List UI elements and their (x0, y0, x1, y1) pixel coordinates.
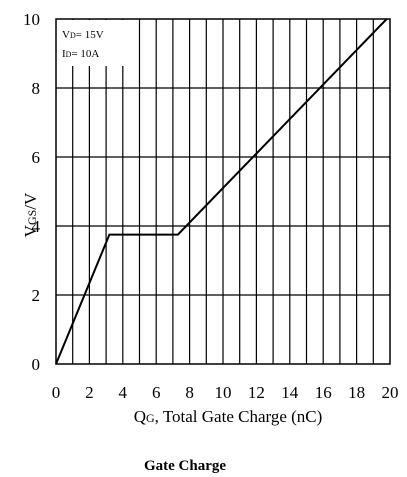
grid-lines (56, 19, 390, 364)
gate-charge-curve (55, 18, 388, 365)
y-tick-label: 0 (32, 355, 41, 374)
condition-id: ID= 10A (62, 48, 99, 60)
condition-vd: VD= 15V (62, 29, 104, 41)
y-tick-label: 8 (32, 79, 41, 98)
x-tick-label: 2 (85, 383, 94, 402)
y-tick-label: 6 (32, 148, 41, 167)
x-tick-label: 16 (315, 383, 332, 402)
x-tick-label: 10 (215, 383, 232, 402)
x-tick-label: 6 (152, 383, 161, 402)
x-axis-label: QG, Total Gate Charge (nC) (134, 407, 323, 426)
x-tick-label: 4 (119, 383, 128, 402)
x-tick-label: 8 (185, 383, 194, 402)
x-tick-label: 12 (248, 383, 265, 402)
x-tick-label: 18 (348, 383, 365, 402)
conditions-box (57, 20, 130, 66)
x-tick-label: 0 (52, 383, 61, 402)
x-tick-label: 14 (281, 383, 299, 402)
y-tick-label: 10 (23, 10, 40, 29)
tick-labels: 0 2 4 6 8 10 12 14 16 18 20 0 2 4 6 8 10 (23, 10, 399, 402)
y-axis-label: VGS/V (21, 192, 40, 237)
chart-title: Gate Charge (144, 458, 226, 474)
y-tick-label: 4 (32, 217, 41, 236)
y-tick-label: 2 (32, 286, 41, 305)
x-tick-label: 20 (382, 383, 399, 402)
